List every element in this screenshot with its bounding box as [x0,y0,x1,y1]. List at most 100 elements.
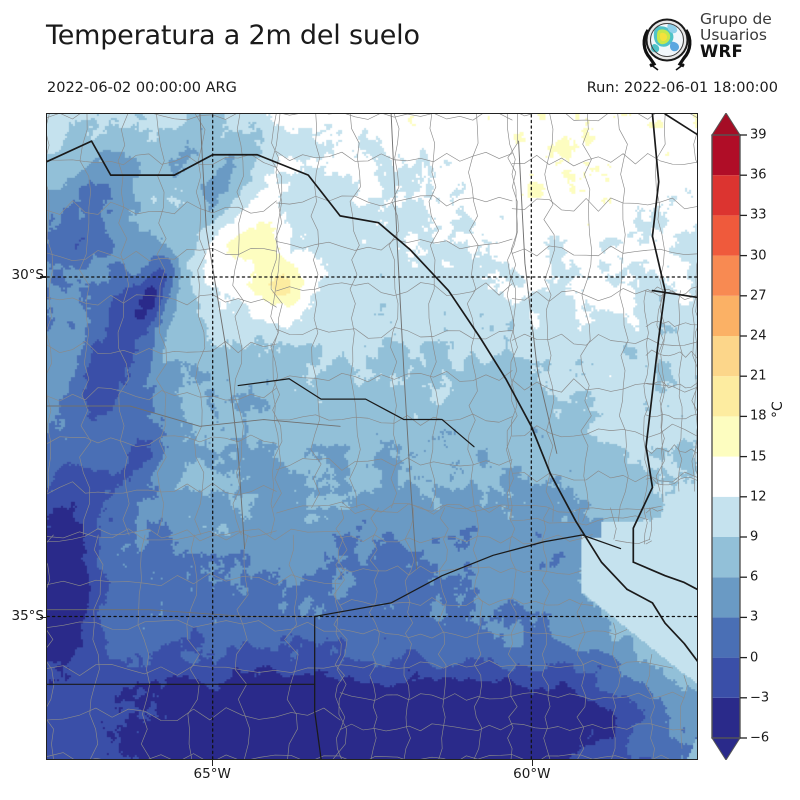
admin-boundary [234,534,251,759]
admin-boundary [310,114,322,509]
admin-boundary [334,507,346,759]
colorbar-band [712,537,740,578]
colorbar-band [712,295,740,336]
colorbar-band [712,416,740,457]
admin-boundary [339,659,674,669]
admin-boundary [645,349,697,359]
admin-boundary [576,601,587,759]
admin-boundary [47,528,341,541]
colorbar[interactable]: °C 39 36 33 30 27 24 21 18 15 12 9 6 3 0 −3 −6 [710,113,800,760]
admin-boundary [437,507,449,759]
x-axis-tick-label: 60°W [513,766,551,782]
map-boundaries-overlay [47,114,697,759]
colorbar-tick-label: 12 [750,489,767,505]
colorbar-band [712,336,740,377]
admin-boundary [47,664,341,676]
colorbar-tick-label: 33 [750,207,767,223]
admin-boundary [117,114,130,536]
admin-boundary [645,381,697,389]
admin-boundary [511,197,697,212]
admin-boundary [232,114,245,536]
colorbar-tick-label: 15 [750,449,767,465]
admin-boundary [47,114,53,494]
admin-boundary [283,114,513,121]
admin-boundary [47,340,277,355]
colorbar-tick-label: 18 [750,408,767,424]
admin-boundary [156,114,167,536]
admin-boundary [339,503,662,513]
province-boundary [518,140,558,454]
province-boundary-major [314,615,322,759]
logo-block: Grupo de Usuarios WRF [638,10,788,76]
colorbar-band [712,255,740,296]
colorbar-tick-label: 21 [750,368,767,384]
admin-boundary [543,114,555,522]
admin-boundary [47,619,341,632]
admin-boundary [645,507,664,514]
admin-boundary [79,114,92,536]
province-boundary [199,114,246,550]
y-axis-tick-label: 35°S [11,607,45,624]
admin-boundary [339,628,628,639]
admin-boundary [580,114,592,522]
admin-boundary [680,674,688,749]
province-boundary [390,114,418,570]
admin-boundary [276,457,513,471]
coastline [632,561,697,591]
admin-boundary [645,444,697,454]
admin-boundary [339,691,685,701]
admin-boundary [388,114,400,509]
admin-boundary [403,507,415,759]
admin-boundary [47,114,237,121]
admin-boundary [47,572,341,587]
province-boundary [47,609,316,617]
colorbar-swatches [711,113,747,760]
admin-boundary [276,327,513,340]
y-tickmark [40,276,46,278]
colorbar-tick-label: 24 [750,328,767,344]
admin-boundary [645,654,655,759]
logo-line-3: WRF [700,41,744,61]
colorbar-tick-label: 6 [750,569,759,585]
admin-boundary [186,534,200,759]
admin-boundary [611,622,621,759]
colorbar-band [712,496,740,537]
admin-boundary [276,501,513,515]
colorbar-band [712,376,740,417]
logo-line-1: Grupo de [700,10,772,28]
colorbar-band [712,175,740,216]
x-tickmark [531,760,533,766]
admin-boundary [47,481,277,496]
admin-boundary [89,534,104,759]
colorbar-band [712,657,740,698]
admin-boundary [511,153,697,167]
admin-boundary [332,534,348,759]
admin-boundary [617,114,629,522]
colorbar-tick-label: 36 [750,167,767,183]
map-plot-area[interactable] [46,113,698,760]
colorbar-band [712,215,740,256]
admin-boundary [645,286,697,296]
valid-time-label: 2022-06-02 00:00:00 ARG [47,80,237,96]
admin-boundary [47,534,55,759]
run-time-label: Run: 2022-06-01 18:00:00 [586,80,778,96]
admin-boundary [506,114,519,509]
admin-boundary [339,534,593,545]
admin-boundary [47,294,277,308]
colorbar-tick-label: 39 [750,127,767,143]
admin-boundary [276,370,513,383]
admin-boundary [270,114,283,536]
logo-line-2: Usuarios [700,25,767,44]
admin-boundary [511,333,697,346]
colorbar-tick-label: −6 [750,730,770,746]
admin-boundary [47,248,277,261]
national-boundary [651,289,697,299]
admin-boundary [519,114,697,122]
colorbar-band [712,697,740,738]
admin-boundary [369,507,380,759]
admin-boundary [47,387,277,402]
national-boundary [632,114,666,563]
admin-boundary [677,290,683,492]
colorbar-tick-label: 9 [750,529,759,545]
colorbar-band [712,577,740,618]
